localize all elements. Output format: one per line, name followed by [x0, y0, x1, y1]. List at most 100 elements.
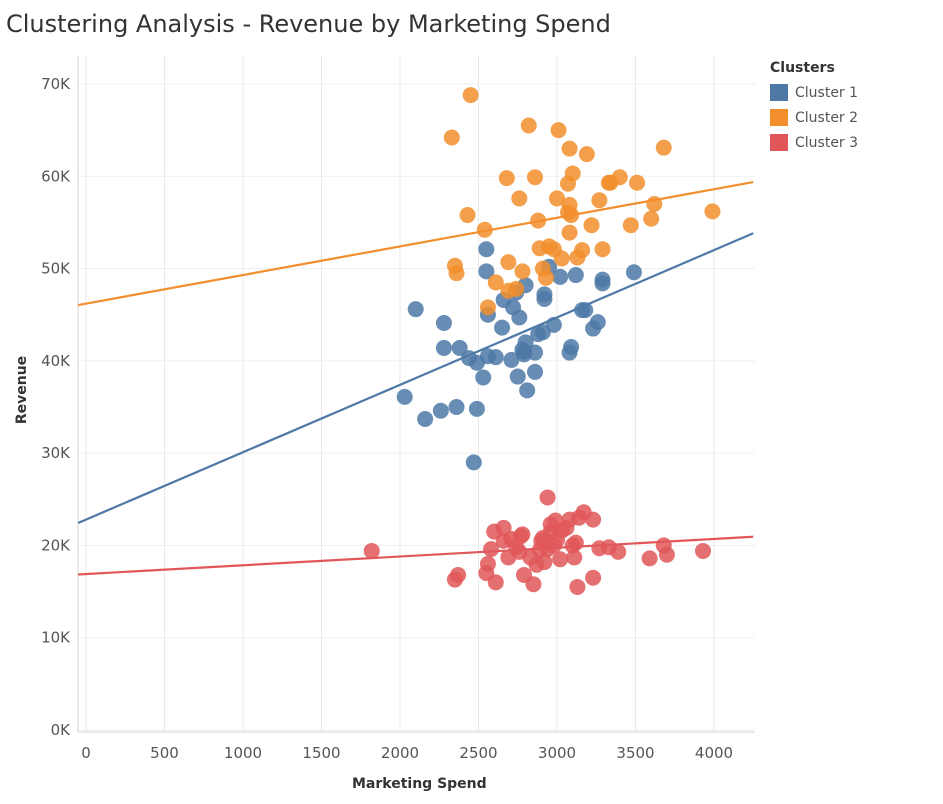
data-point[interactable]	[566, 549, 583, 566]
data-point[interactable]	[549, 190, 565, 207]
data-point[interactable]	[561, 140, 578, 157]
data-point[interactable]	[585, 511, 602, 528]
data-point[interactable]	[448, 399, 465, 415]
data-point[interactable]	[561, 344, 578, 361]
data-point[interactable]	[503, 351, 520, 368]
data-point[interactable]	[475, 369, 492, 386]
legend-swatch	[770, 84, 788, 101]
data-point[interactable]	[443, 129, 460, 146]
data-point[interactable]	[514, 263, 531, 280]
data-point[interactable]	[552, 268, 569, 285]
data-point[interactable]	[487, 574, 504, 591]
data-point[interactable]	[622, 217, 639, 234]
data-point[interactable]	[610, 543, 627, 560]
data-point[interactable]	[527, 363, 544, 380]
data-point[interactable]	[567, 267, 584, 284]
data-point[interactable]	[559, 204, 576, 221]
legend-title: Clusters	[770, 60, 835, 76]
data-point[interactable]	[363, 542, 380, 559]
data-point[interactable]	[695, 542, 712, 559]
data-point[interactable]	[550, 122, 567, 139]
data-point[interactable]	[538, 269, 555, 286]
data-point[interactable]	[511, 190, 528, 207]
data-point[interactable]	[536, 554, 553, 571]
data-point[interactable]	[658, 546, 675, 563]
data-point[interactable]	[407, 301, 424, 318]
data-point[interactable]	[585, 569, 602, 586]
data-point[interactable]	[494, 319, 511, 336]
data-point[interactable]	[704, 203, 721, 220]
data-point[interactable]	[479, 555, 496, 572]
data-point[interactable]	[567, 534, 584, 551]
data-point[interactable]	[459, 207, 476, 224]
data-point[interactable]	[498, 170, 515, 187]
data-point[interactable]	[611, 169, 628, 186]
data-point[interactable]	[629, 174, 646, 191]
data-point[interactable]	[487, 274, 504, 291]
data-point[interactable]	[483, 541, 500, 558]
data-point[interactable]	[495, 519, 512, 536]
data-point[interactable]	[417, 410, 434, 427]
data-point[interactable]	[589, 314, 606, 331]
legend: Clusters Cluster 1 Cluster 2 Cluster 3	[770, 60, 858, 155]
data-point[interactable]	[451, 339, 468, 356]
data-point[interactable]	[561, 224, 578, 241]
data-point[interactable]	[574, 242, 591, 259]
data-point[interactable]	[448, 265, 465, 282]
data-point[interactable]	[450, 566, 467, 583]
data-point[interactable]	[564, 165, 581, 182]
data-point[interactable]	[536, 286, 553, 303]
data-point[interactable]	[514, 526, 531, 543]
y-tick-label: 70K	[41, 75, 71, 93]
legend-item[interactable]: Cluster 3	[770, 130, 858, 155]
data-point[interactable]	[462, 87, 479, 104]
data-point[interactable]	[508, 280, 525, 297]
data-point[interactable]	[655, 139, 672, 156]
data-point[interactable]	[527, 169, 544, 186]
x-tick-label: 2000	[381, 744, 419, 762]
data-point[interactable]	[641, 550, 658, 567]
data-point[interactable]	[478, 241, 495, 258]
data-point[interactable]	[577, 302, 594, 319]
data-point[interactable]	[500, 254, 517, 271]
y-tick-label: 30K	[41, 444, 71, 462]
data-point[interactable]	[594, 271, 611, 288]
data-point[interactable]	[435, 339, 452, 356]
data-point[interactable]	[525, 576, 542, 593]
data-point[interactable]	[643, 210, 660, 227]
data-point[interactable]	[435, 315, 452, 332]
data-point[interactable]	[583, 217, 600, 234]
data-point[interactable]	[519, 382, 536, 399]
data-point[interactable]	[465, 454, 482, 471]
data-point[interactable]	[487, 349, 504, 366]
data-point[interactable]	[396, 388, 413, 405]
data-point[interactable]	[511, 309, 528, 326]
x-tick-label: 3500	[616, 744, 654, 762]
data-point[interactable]	[594, 241, 611, 258]
data-point[interactable]	[509, 368, 526, 385]
data-point[interactable]	[569, 578, 586, 595]
data-point[interactable]	[578, 146, 595, 163]
data-point[interactable]	[625, 264, 642, 281]
data-point[interactable]	[468, 400, 485, 417]
y-tick-label: 20K	[41, 536, 71, 554]
x-tick-label: 1500	[302, 744, 340, 762]
data-point[interactable]	[545, 316, 562, 333]
data-point[interactable]	[476, 221, 493, 238]
data-point[interactable]	[516, 343, 533, 360]
data-point[interactable]	[646, 195, 663, 212]
legend-item[interactable]: Cluster 2	[770, 105, 858, 130]
data-point[interactable]	[520, 117, 537, 134]
data-point[interactable]	[539, 489, 556, 506]
legend-swatch	[770, 134, 788, 151]
data-point[interactable]	[552, 551, 569, 568]
data-point[interactable]	[530, 212, 547, 229]
data-point[interactable]	[591, 192, 608, 209]
legend-swatch	[770, 109, 788, 126]
data-point[interactable]	[553, 250, 570, 267]
data-point[interactable]	[478, 263, 495, 280]
data-point[interactable]	[432, 402, 449, 419]
legend-item[interactable]: Cluster 1	[770, 80, 858, 105]
data-point[interactable]	[479, 299, 496, 316]
